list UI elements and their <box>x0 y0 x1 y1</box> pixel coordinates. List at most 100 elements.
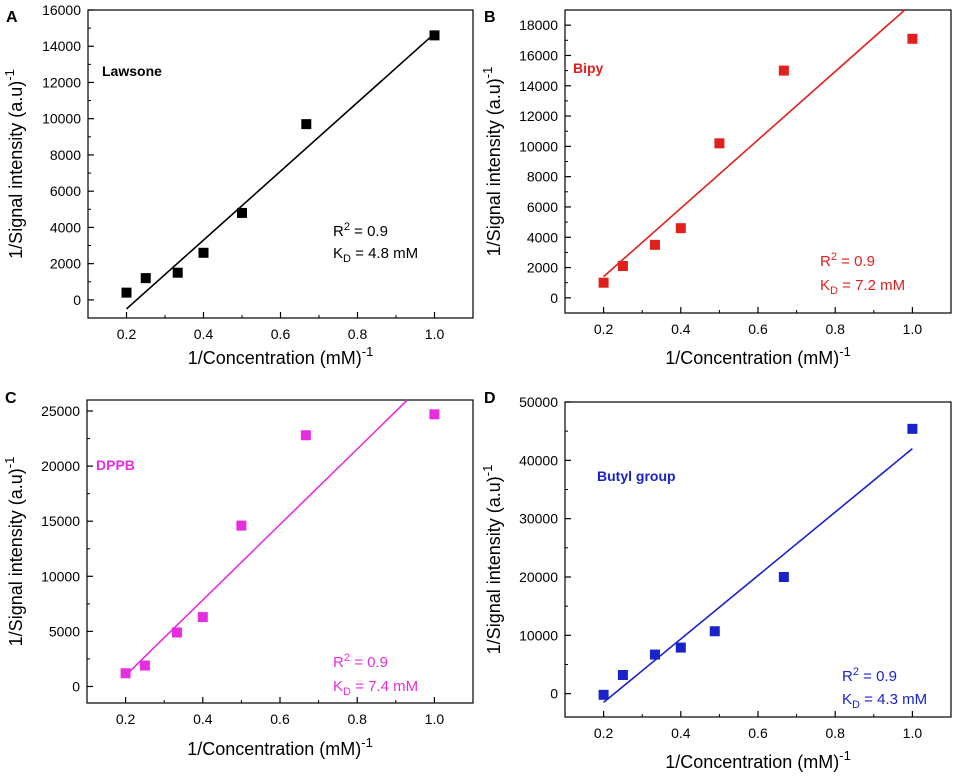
y-tick-label: 30000 <box>519 511 558 527</box>
y-axis-title-text: 1/Signal intensity (a.u) <box>6 468 26 646</box>
y-tick-label: 4000 <box>527 229 558 245</box>
x-tick-label: 0.4 <box>671 321 691 337</box>
r-squared-label: R2 = 0.9 <box>842 666 897 685</box>
r-squared-label: R2 = 0.9 <box>333 221 388 240</box>
kd-label: KD = 4.8 mM <box>333 245 418 265</box>
r-squared-superscript: 2 <box>853 666 859 678</box>
data-point <box>649 649 660 660</box>
x-tick-label: 0.6 <box>748 321 768 337</box>
fit-line <box>125 399 408 677</box>
data-point <box>617 261 628 272</box>
chart-panel-c: C 0.2 0.4 0.6 0.8 1.0 0 5000 10000 15000 20000 2500… <box>2 390 474 759</box>
x-axis-title: 1/Concentration (mM)-1 <box>187 735 373 759</box>
data-point <box>236 520 247 531</box>
y-tick-label: 0 <box>72 678 80 694</box>
y-tick-label: 12000 <box>519 108 558 124</box>
panel-letter: C <box>5 390 17 407</box>
data-point <box>171 627 182 638</box>
data-point <box>140 273 151 284</box>
fit-line <box>603 448 913 704</box>
y-tick-label: 8000 <box>527 169 558 185</box>
y-axis-title-superscript: -1 <box>2 457 17 469</box>
data-point <box>778 65 789 76</box>
y-tick-label: 6000 <box>527 199 558 215</box>
data-point <box>120 668 131 679</box>
data-point <box>598 277 609 288</box>
data-point <box>429 409 440 420</box>
y-tick-label: 10000 <box>519 627 558 643</box>
y-tick-label: 8000 <box>50 147 81 163</box>
x-axis-title-superscript: -1 <box>839 748 851 763</box>
y-tick-label: 2000 <box>50 256 81 272</box>
y-tick-label: 40000 <box>519 452 558 468</box>
kd-subscript: D <box>343 686 351 698</box>
data-point <box>139 660 150 671</box>
r-squared-label: R2 = 0.9 <box>820 251 875 270</box>
data-point <box>121 287 132 298</box>
kd-value: = 7.2 mM <box>838 277 905 294</box>
x-axis-title: 1/Concentration (mM)-1 <box>188 344 374 368</box>
y-axis-title: 1/Signal intensity (a.u)-1 <box>480 67 504 257</box>
r-squared-symbol: R <box>842 668 853 685</box>
data-point <box>714 138 725 149</box>
y-axis-title-text: 1/Signal intensity (a.u) <box>484 78 504 256</box>
y-axis-title: 1/Signal intensity (a.u)-1 <box>480 465 504 655</box>
y-tick-label: 20000 <box>41 458 80 474</box>
kd-value: = 4.8 mM <box>351 245 418 262</box>
y-tick-label: 10000 <box>41 568 80 584</box>
x-tick-label: 1.0 <box>425 326 445 342</box>
y-axis-title-superscript: -1 <box>480 67 495 79</box>
y-axis-title-superscript: -1 <box>480 465 495 477</box>
r-squared-superscript: 2 <box>344 221 350 233</box>
r-squared-label: R2 = 0.9 <box>333 652 388 671</box>
panel-letter: D <box>484 390 496 407</box>
x-tick-label: 0.8 <box>825 321 845 337</box>
r-squared-symbol: R <box>333 223 344 240</box>
kd-label: KD = 7.4 mM <box>333 678 418 698</box>
y-tick-label: 25000 <box>41 403 80 419</box>
y-axis-title: 1/Signal intensity (a.u)-1 <box>2 69 26 259</box>
kd-value: = 7.4 mM <box>351 678 418 695</box>
y-tick-label: 10000 <box>42 111 81 127</box>
panel-letter: A <box>6 9 18 26</box>
data-point <box>300 430 311 441</box>
y-tick-label: 16000 <box>42 2 81 18</box>
y-tick-label: 15000 <box>41 513 80 529</box>
kd-subscript: D <box>830 285 838 297</box>
kd-label: KD = 4.3 mM <box>842 691 927 711</box>
plot-frame <box>87 9 474 319</box>
x-axis-title: 1/Concentration (mM)-1 <box>665 748 851 772</box>
kd-symbol: K <box>820 277 830 294</box>
data-point <box>778 572 789 582</box>
data-point <box>709 626 720 637</box>
x-tick-label: 1.0 <box>903 321 923 337</box>
kd-symbol: K <box>842 691 852 708</box>
x-tick-label: 0.2 <box>594 321 614 337</box>
panel-letter: B <box>484 9 496 26</box>
x-tick-label: 0.4 <box>671 725 691 741</box>
x-tick-label: 0.6 <box>270 711 290 727</box>
y-tick-label: 2000 <box>527 260 558 276</box>
data-point <box>237 207 247 218</box>
r-squared-superscript: 2 <box>831 251 837 263</box>
data-point <box>617 670 628 680</box>
data-point <box>429 30 440 41</box>
kd-value: = 4.3 mM <box>860 691 927 708</box>
kd-subscript: D <box>343 253 351 265</box>
y-tick-label: 0 <box>73 292 81 308</box>
y-tick-label: 50000 <box>519 394 558 410</box>
data-point <box>198 247 209 258</box>
x-axis-title-superscript: -1 <box>361 735 373 750</box>
x-axis-title-text: 1/Concentration (mM) <box>187 739 361 759</box>
data-point <box>907 33 918 44</box>
r-squared-value: = 0.9 <box>350 223 388 240</box>
x-tick-label: 0.2 <box>116 711 136 727</box>
x-tick-label: 0.8 <box>347 711 367 727</box>
r-squared-symbol: R <box>333 654 344 671</box>
y-tick-label: 10000 <box>519 138 558 154</box>
compound-label: DPPB <box>96 457 135 473</box>
data-point <box>197 612 208 623</box>
compound-label: Butyl group <box>597 468 676 484</box>
y-axis-title-text: 1/Signal intensity (a.u) <box>484 476 504 654</box>
